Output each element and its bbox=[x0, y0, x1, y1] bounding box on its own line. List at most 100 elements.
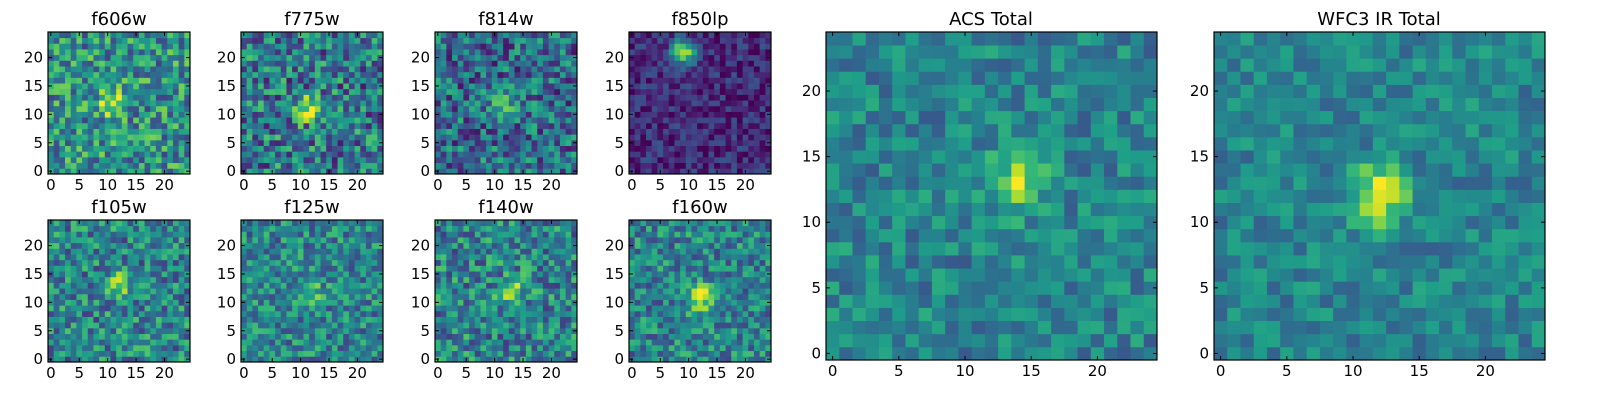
heatmap-cell bbox=[525, 254, 532, 261]
y-tick-label: 5 bbox=[226, 134, 236, 152]
heatmap-cell bbox=[559, 225, 567, 232]
heatmap-cell bbox=[765, 32, 772, 39]
heatmap-cell bbox=[651, 151, 658, 158]
heatmap-cell bbox=[491, 333, 498, 340]
heatmap-cell bbox=[155, 105, 162, 112]
heatmap-cell bbox=[320, 322, 327, 329]
heatmap-cell bbox=[167, 237, 174, 244]
heatmap-cell bbox=[525, 111, 532, 118]
heatmap-cell bbox=[446, 83, 453, 90]
panel-title: f140w bbox=[478, 197, 533, 218]
heatmap-cell bbox=[377, 316, 384, 323]
heatmap-cell bbox=[731, 111, 738, 118]
heatmap-cell bbox=[144, 276, 151, 283]
heatmap-cell bbox=[365, 220, 373, 227]
heatmap-cell bbox=[446, 139, 453, 146]
heatmap-cell bbox=[99, 299, 106, 306]
heatmap-cell bbox=[559, 54, 567, 61]
heatmap-cell bbox=[241, 94, 248, 101]
heatmap-cell bbox=[480, 111, 487, 118]
heatmap-cells bbox=[241, 220, 384, 363]
heatmap-cell bbox=[252, 271, 259, 278]
heatmap-cell bbox=[714, 350, 721, 357]
heatmap-cell bbox=[629, 66, 636, 73]
heatmap-cell bbox=[674, 350, 681, 357]
heatmap-cell bbox=[634, 305, 641, 312]
heatmap-cell bbox=[657, 344, 664, 352]
heatmap-cell bbox=[337, 254, 344, 261]
heatmap-cell bbox=[508, 248, 515, 255]
heatmap-cell bbox=[241, 225, 248, 232]
heatmap-cell bbox=[246, 339, 253, 346]
heatmap-cell bbox=[452, 276, 459, 283]
heatmap-cell bbox=[736, 316, 743, 323]
heatmap-cell bbox=[531, 54, 538, 61]
heatmap-cell bbox=[457, 254, 464, 261]
heatmap-cell bbox=[702, 134, 709, 141]
heatmap-cell bbox=[320, 168, 327, 175]
heatmap-cell bbox=[377, 37, 384, 44]
heatmap-cell bbox=[150, 316, 157, 323]
heatmap-cell bbox=[59, 66, 66, 73]
heatmap-cell bbox=[87, 168, 94, 175]
heatmap-cell bbox=[651, 282, 658, 289]
heatmap-cell bbox=[435, 265, 442, 272]
heatmap-cell bbox=[178, 350, 185, 357]
heatmap-cell bbox=[634, 134, 641, 141]
heatmap-cell bbox=[680, 168, 687, 175]
heatmap-cell bbox=[326, 248, 333, 255]
heatmap-cell bbox=[292, 299, 299, 306]
heatmap-cell bbox=[144, 168, 151, 175]
heatmap-cell bbox=[765, 282, 772, 289]
heatmap-cell bbox=[571, 220, 578, 227]
heatmap-cell bbox=[440, 145, 447, 152]
heatmap-cell bbox=[463, 162, 470, 169]
heatmap-cell bbox=[263, 134, 270, 141]
heatmap-cell bbox=[99, 333, 106, 340]
heatmap-cell bbox=[99, 322, 106, 329]
heatmap-cell bbox=[99, 288, 106, 295]
heatmap-cell bbox=[76, 299, 83, 306]
heatmap-cell bbox=[668, 299, 675, 306]
heatmap-cell bbox=[65, 276, 72, 283]
heatmap-cell bbox=[708, 151, 715, 158]
heatmap-cell bbox=[172, 220, 180, 227]
heatmap-cell bbox=[457, 322, 464, 329]
heatmap-cell bbox=[354, 310, 361, 317]
heatmap-cell bbox=[53, 83, 60, 90]
heatmap-cell bbox=[269, 88, 276, 95]
heatmap-cell bbox=[537, 66, 544, 73]
heatmap-cell bbox=[70, 37, 77, 44]
heatmap-cell bbox=[76, 100, 83, 107]
heatmap-cell bbox=[82, 117, 89, 124]
heatmap-cell bbox=[674, 322, 681, 329]
heatmap-cell bbox=[314, 305, 321, 312]
heatmap-cell bbox=[303, 265, 310, 272]
heatmap-cell bbox=[514, 254, 521, 261]
heatmap-cell bbox=[331, 282, 338, 289]
heatmap-cell bbox=[280, 248, 287, 255]
heatmap-cell bbox=[651, 344, 658, 352]
heatmap-cell bbox=[53, 271, 60, 278]
heatmap-cell bbox=[634, 43, 641, 50]
heatmap-cell bbox=[514, 43, 521, 50]
heatmap-cell bbox=[110, 105, 117, 112]
heatmap-cell bbox=[371, 305, 378, 312]
heatmap-cell bbox=[674, 100, 681, 107]
heatmap-cell bbox=[286, 271, 293, 278]
heatmap-cell bbox=[269, 151, 276, 158]
heatmap-cell bbox=[440, 117, 447, 124]
heatmap-cell bbox=[269, 350, 276, 357]
heatmap-cell bbox=[719, 54, 726, 61]
heatmap-cell bbox=[525, 288, 532, 295]
heatmap-cell bbox=[309, 220, 316, 227]
heatmap-cell bbox=[297, 299, 304, 306]
heatmap-cell bbox=[365, 71, 373, 78]
heatmap-cell bbox=[469, 288, 476, 295]
heatmap-cell bbox=[503, 350, 510, 357]
heatmap-cell bbox=[525, 54, 532, 61]
heatmap-cell bbox=[87, 356, 94, 363]
heatmap-cell bbox=[525, 327, 532, 334]
heatmap-cell bbox=[657, 151, 664, 158]
heatmap-cell bbox=[753, 88, 761, 95]
